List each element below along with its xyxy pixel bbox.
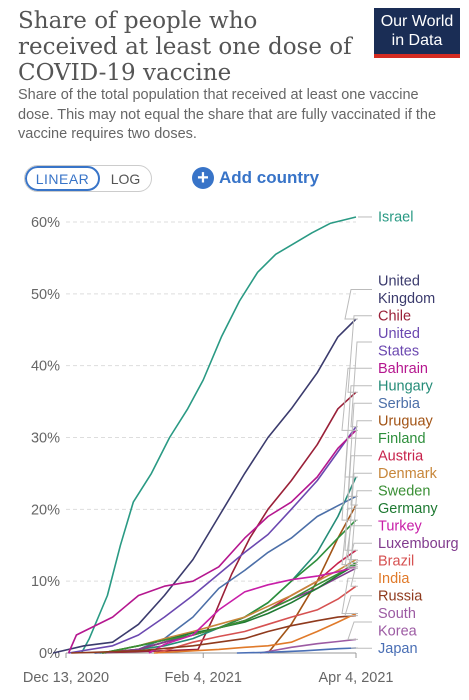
add-country-label: Add country [219, 168, 320, 187]
legend-connector [344, 385, 372, 478]
legend-connector [350, 341, 372, 428]
legend-label-sweden[interactable]: Sweden [378, 484, 430, 500]
series-line-bahrain[interactable] [67, 429, 357, 654]
series-line-serbia[interactable] [94, 495, 357, 654]
legend-label-south-korea[interactable]: Korea [378, 624, 418, 640]
legend-label-uruguay[interactable]: Uruguay [378, 414, 434, 430]
legend-connector [341, 507, 372, 566]
legend-label-united-kingdom[interactable]: United [378, 274, 420, 290]
series-line-japan[interactable] [236, 647, 357, 654]
legend-connector [350, 490, 372, 563]
legend-connector [350, 420, 372, 506]
legend-connector [344, 595, 372, 617]
legend-label-austria[interactable]: Austria [378, 449, 424, 465]
owid-logo[interactable]: Our World in Data [374, 8, 460, 58]
series-line-denmark[interactable] [102, 558, 357, 654]
logo-accent-bar [374, 54, 460, 58]
log-scale-button[interactable]: LOG [110, 170, 141, 187]
logo-line-1: Our World [380, 13, 454, 30]
legend-label-bahrain[interactable]: Bahrain [378, 361, 428, 377]
legend-label-south-korea[interactable]: South [378, 606, 416, 622]
scale-toggle[interactable]: LINEAR LOG [24, 165, 152, 192]
legend-connector [344, 289, 372, 320]
legend-label-united-kingdom[interactable]: Kingdom [378, 291, 435, 307]
legend-label-israel[interactable]: Israel [378, 210, 413, 226]
chart-title: Share of people who received at least on… [18, 8, 352, 86]
series-line-south-korea[interactable] [260, 638, 357, 654]
legend-label-brazil[interactable]: Brazil [378, 554, 414, 570]
series-line-united-kingdom[interactable] [52, 318, 357, 654]
legend-label-chile[interactable]: Chile [378, 309, 411, 325]
y-tick-label: 30% [31, 431, 60, 447]
legend-connector [350, 560, 372, 587]
legend-label-germany[interactable]: Germany [378, 501, 438, 517]
legend-label-united-states[interactable]: States [378, 344, 419, 360]
legend-connector [344, 525, 372, 568]
y-tick-label: 10% [31, 574, 60, 590]
y-tick-label: 20% [31, 502, 60, 518]
plus-circle-icon: + [192, 167, 214, 189]
legend-connector [347, 542, 372, 569]
legend-connector [347, 402, 372, 497]
legend-connector [347, 472, 372, 561]
legend-label-hungary[interactable]: Hungary [378, 379, 434, 395]
series-line-india[interactable] [153, 612, 357, 654]
y-tick-label: 50% [31, 287, 60, 303]
legend-connector [341, 437, 372, 521]
x-tick-label: Feb 4, 2021 [165, 670, 242, 686]
add-country-button[interactable]: + Add country [192, 165, 319, 191]
series-line-turkey[interactable] [148, 566, 357, 654]
y-tick-label: 60% [31, 215, 60, 231]
linear-scale-button[interactable]: LINEAR [25, 166, 100, 191]
legend-connector [341, 367, 372, 431]
series-line-united-states[interactable] [68, 426, 357, 654]
y-tick-label: 0% [39, 646, 60, 662]
legend-label-finland[interactable]: Finland [378, 431, 426, 447]
x-tick-label: Apr 4, 2021 [319, 670, 394, 686]
legend-label-india[interactable]: India [378, 571, 410, 587]
legend-label-denmark[interactable]: Denmark [378, 466, 438, 482]
series-line-russia[interactable] [71, 614, 357, 654]
legend-label-luxembourg[interactable]: Luxembourg [378, 536, 459, 552]
legend-label-serbia[interactable]: Serbia [378, 396, 421, 412]
legend-label-japan[interactable]: Japan [378, 641, 418, 657]
legend-connector [344, 455, 372, 551]
x-tick-label: Dec 13, 2020 [23, 670, 109, 686]
legend-label-turkey[interactable]: Turkey [378, 519, 423, 535]
legend-label-russia[interactable]: Russia [378, 589, 423, 605]
y-tick-label: 40% [31, 359, 60, 375]
series-line-israel[interactable] [80, 216, 357, 654]
series-line-brazil[interactable] [156, 585, 357, 654]
legend-label-united-states[interactable]: United [378, 326, 420, 342]
series-line-chile[interactable] [94, 391, 357, 654]
legend-connector [347, 621, 372, 640]
chart-subtitle: Share of the total population that recei… [18, 87, 437, 142]
series-line-sweden[interactable] [102, 561, 357, 654]
series-line-uruguay[interactable] [267, 504, 357, 654]
legend-connector [347, 315, 372, 393]
logo-line-2: in Data [391, 32, 443, 49]
legend-connector [341, 577, 372, 614]
